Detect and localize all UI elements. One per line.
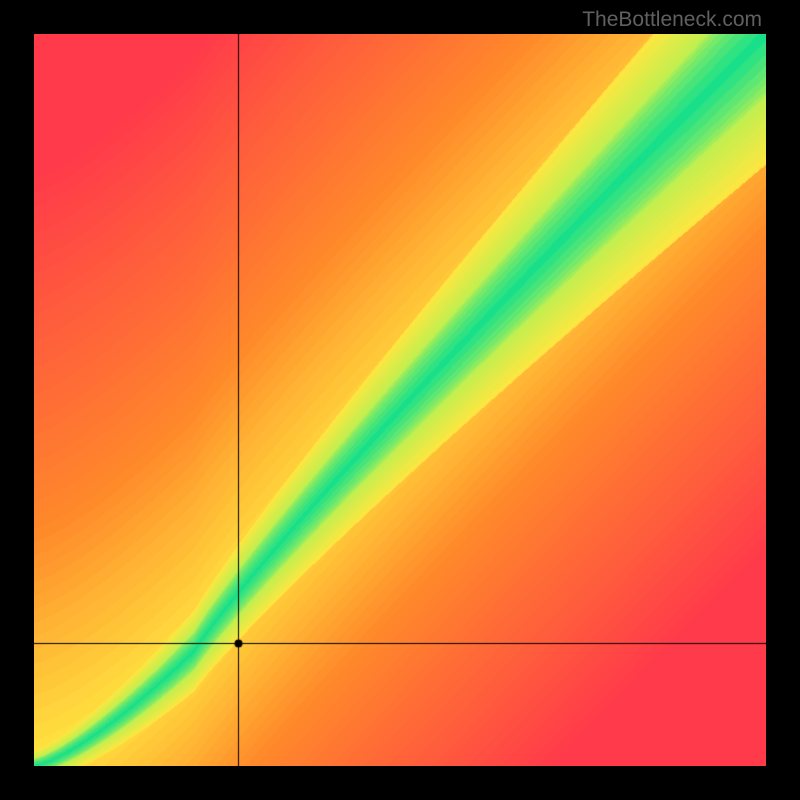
heatmap-canvas: [34, 34, 766, 766]
chart-frame: TheBottleneck.com: [0, 0, 800, 800]
watermark-text: TheBottleneck.com: [582, 8, 762, 32]
heatmap-plot: [34, 34, 766, 766]
